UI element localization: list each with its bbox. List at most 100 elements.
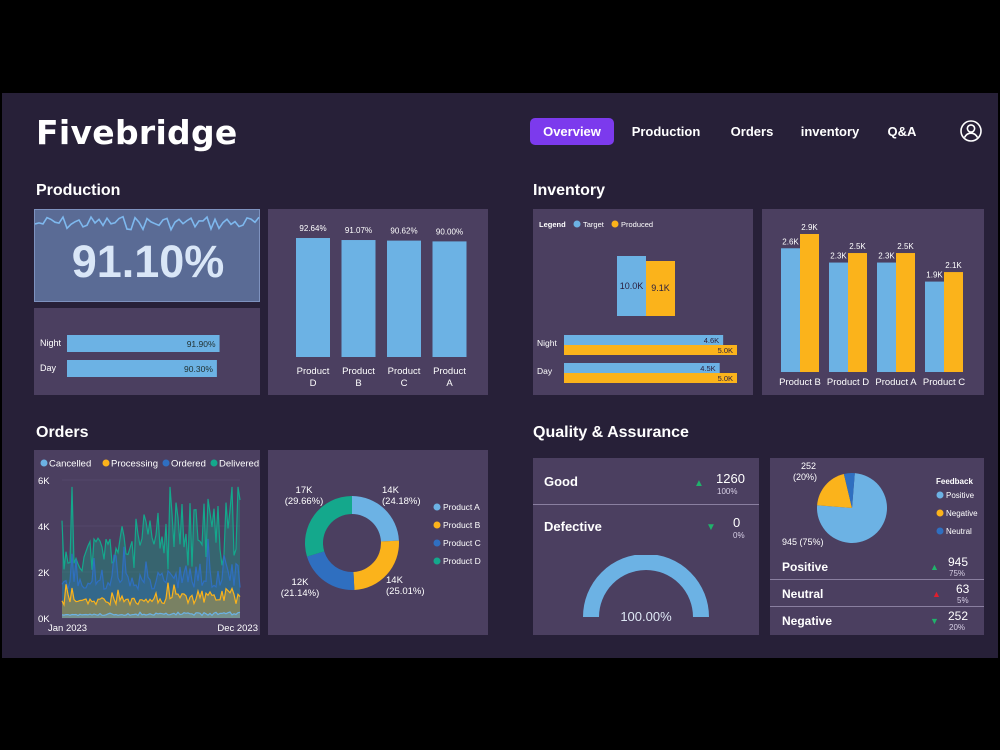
feedback-positive-value: 945 [948, 555, 969, 569]
legend-label: Delivered [219, 459, 259, 470]
bar-data-label: 91.07% [345, 226, 372, 235]
kpi-sparkline [35, 215, 260, 232]
inventory-bar [896, 253, 915, 372]
feedback-row-positive: Positive ▲ 945 75% [770, 553, 984, 580]
inventory-product-card: 2.6K 2.9K Product B 2.3K 2.5K Product D 2.3K 2.… [762, 209, 984, 395]
pie-value-label: 945 (75%) [782, 537, 824, 547]
target-bar [564, 335, 724, 345]
total-target-block [617, 256, 646, 316]
legend-label: Target [583, 220, 605, 229]
production-kpi-card: 91.10% [34, 209, 260, 302]
dashboard-window: Fivebridge Overview Production Orders in… [2, 93, 998, 658]
inventory-bar [781, 248, 800, 372]
quality-good-sub: 100% [717, 487, 738, 496]
inventory-bar [944, 272, 963, 372]
x-tick-label: Product A [875, 377, 917, 388]
x-tick-label: Dec 2023 [217, 623, 258, 634]
target-data-label: 4.6K [704, 336, 719, 345]
shift-bar [67, 360, 217, 377]
bar-data-label: 1.9K [926, 271, 943, 280]
shift-value-label: 91.90% [187, 339, 216, 349]
legend-title: Legend [539, 220, 566, 229]
brand-title: Fivebridge [36, 113, 238, 152]
legend-dot [936, 491, 944, 499]
inventory-bar [800, 234, 819, 372]
donut-pct-label: (25.01%) [386, 586, 425, 597]
trend-up-icon: ▲ [694, 478, 704, 489]
y-tick-label: 4K [38, 522, 50, 533]
quality-defective-value: 0 [733, 515, 741, 530]
donut-slice [352, 496, 399, 542]
quality-row-defective: Defective ▼ 0 0% [533, 507, 759, 552]
donut-pct-label: (21.14%) [281, 588, 320, 599]
shift-bar-chart: Night 91.90% Day 90.30% [40, 335, 220, 377]
quality-good-value: 1260 [716, 471, 745, 486]
shift-label: Night [40, 338, 62, 348]
section-title-production: Production [36, 182, 121, 199]
product-bar [432, 241, 467, 357]
tab-production[interactable]: Production [631, 124, 701, 139]
bar-data-label: 92.64% [299, 224, 326, 233]
tab-orders[interactable]: Orders [730, 124, 774, 139]
series-line [61, 538, 241, 591]
product-bar [341, 240, 376, 357]
legend-dot [936, 527, 944, 535]
produced-bar [564, 373, 737, 383]
feedback-card: 252 (20%) 945 (75%) Feedback Positive Negativ… [770, 458, 984, 635]
production-kpi-value: 91.10% [71, 236, 225, 287]
legend-label: Processing [111, 459, 158, 470]
produced-bar [564, 345, 737, 355]
legend-dot [162, 459, 170, 467]
x-tick-label: Product [342, 366, 375, 377]
x-tick-label: Product [388, 366, 421, 377]
tab-qa[interactable]: Q&A [887, 124, 917, 139]
donut-value-label: 17K [296, 485, 314, 496]
pie-value-label: 252 [801, 461, 816, 471]
pie-pct-label: (20%) [793, 472, 817, 482]
quality-row-good: Good ▲ 1260 100% [533, 458, 759, 505]
shift-value-label: 90.30% [184, 364, 213, 374]
bar-data-label: 2.1K [945, 261, 962, 270]
quality-defective-sub: 0% [733, 531, 745, 540]
row-label: Night [537, 338, 557, 348]
target-data-label: 4.5K [700, 364, 715, 373]
total-produced-block [646, 261, 675, 316]
bar-data-label: 2.9K [801, 223, 818, 232]
bar-data-label: 2.5K [849, 242, 866, 251]
tab-inventory[interactable]: inventory [800, 124, 860, 139]
produced-data-label: 5.0K [718, 346, 733, 355]
legend-dot [433, 557, 441, 565]
bar-data-label: 2.5K [897, 242, 914, 251]
legend-label: Neutral [946, 527, 972, 536]
orders-donut-chart: 14K(24.18%)14K(25.01%)12K(21.14%)17K(29.… [281, 485, 481, 599]
legend-label: Product C [443, 538, 481, 548]
feedback-row-negative: Negative ▼ 252 20% [770, 607, 984, 634]
section-title-inventory: Inventory [533, 182, 606, 199]
legend-title: Feedback [936, 477, 973, 486]
production-product-card: 92.64% Product D 91.07% Product B 90.62% Produc… [268, 209, 488, 395]
trend-down-icon: ▼ [706, 522, 716, 533]
section-title-orders: Orders [36, 424, 89, 441]
total-produced-label: 9.1K [651, 283, 670, 293]
pie-slice [843, 473, 855, 508]
target-bar [564, 363, 720, 373]
legend-label: Cancelled [49, 459, 91, 470]
series-line [61, 582, 241, 607]
legend-dot [210, 459, 218, 467]
legend-dot [573, 220, 581, 228]
orders-trend-chart: Cancelled Processing Ordered Delivered 6K 4K 2… [38, 459, 259, 635]
donut-value-label: 12K [292, 577, 310, 588]
y-tick-label: 6K [38, 476, 50, 487]
legend-dot [433, 539, 441, 547]
x-tick-label: Product D [827, 377, 869, 388]
quality-card: Good ▲ 1260 100% Defective ▼ 0 0% 100.00… [533, 458, 759, 635]
feedback-neutral-sub: 5% [957, 596, 969, 605]
feedback-negative-value: 252 [948, 609, 969, 623]
y-tick-label: 2K [38, 568, 50, 579]
user-profile-icon[interactable] [960, 120, 982, 142]
bar-data-label: 2.3K [830, 252, 847, 261]
tab-overview[interactable]: Overview [530, 118, 614, 145]
legend-label: Product B [443, 520, 481, 530]
